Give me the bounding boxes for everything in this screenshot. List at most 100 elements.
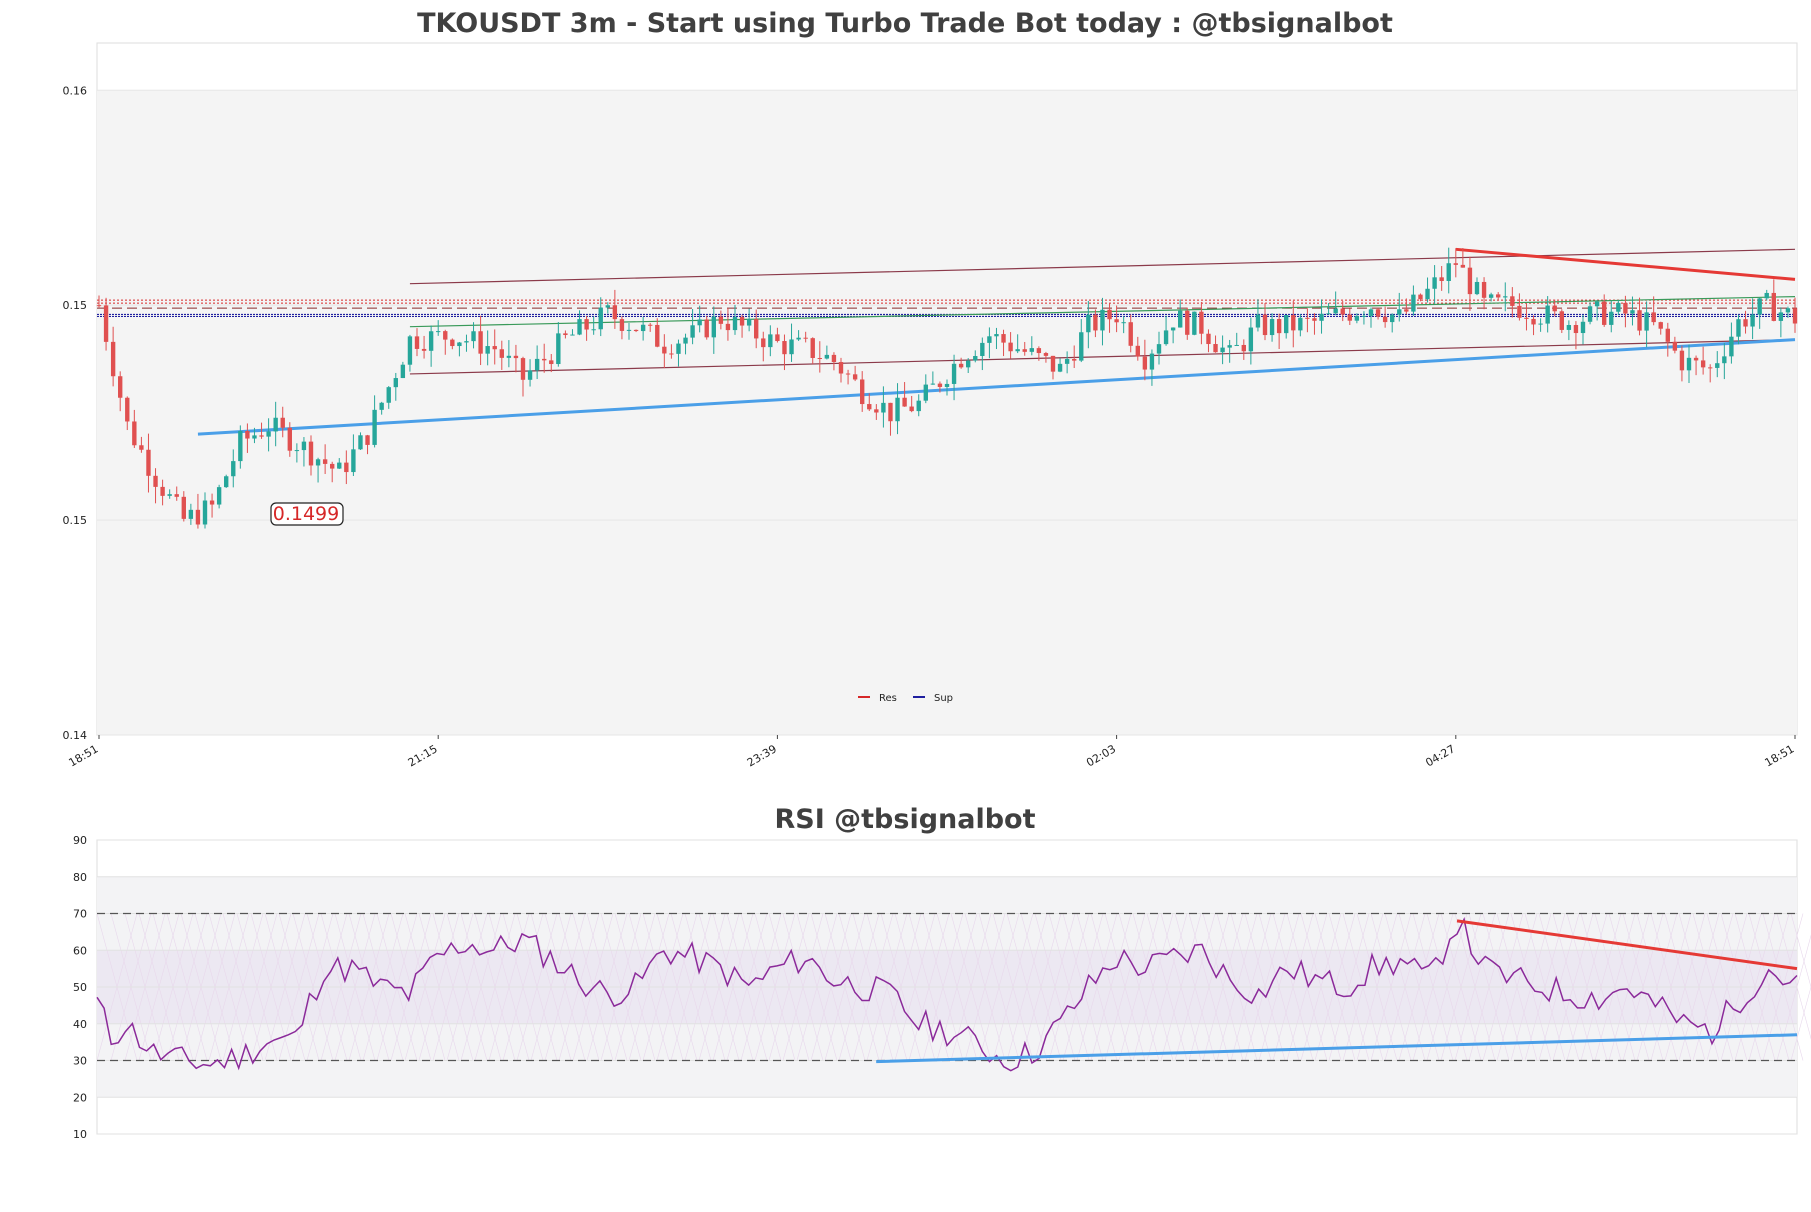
candle-body xyxy=(711,316,716,338)
rsi-chart-title: RSI @tbsignalbot xyxy=(774,804,1035,835)
candle-body xyxy=(1764,292,1769,299)
candle-body xyxy=(181,496,186,519)
rsi-y-tick-label: 10 xyxy=(73,1128,87,1141)
candle-body xyxy=(1524,317,1529,319)
candle-body xyxy=(337,462,342,469)
candle-body xyxy=(118,376,123,398)
candle-body xyxy=(1036,348,1042,354)
candle-body xyxy=(1340,308,1345,315)
candle-body xyxy=(1503,296,1508,298)
candle-body xyxy=(167,494,172,496)
candle-body xyxy=(556,333,561,365)
candle-body xyxy=(1241,344,1246,352)
candle-body xyxy=(125,397,130,422)
candle-body xyxy=(506,355,512,358)
candle-body xyxy=(1114,319,1119,323)
candle-body xyxy=(542,358,547,361)
candle-body xyxy=(365,435,370,445)
candle-body xyxy=(1439,277,1444,281)
candle-body xyxy=(1425,288,1430,300)
candle-body xyxy=(1566,325,1572,330)
candle-body xyxy=(1206,333,1211,345)
candle-body xyxy=(1432,277,1437,289)
rsi-y-tick-label: 20 xyxy=(73,1091,87,1104)
candle-body xyxy=(676,343,681,354)
candle-body xyxy=(393,378,398,388)
candle-body xyxy=(1573,325,1579,334)
candle-body xyxy=(563,333,568,336)
candle-body xyxy=(1199,311,1204,334)
candle-body xyxy=(238,430,243,462)
candle-body xyxy=(330,463,335,469)
candle-body xyxy=(923,384,928,401)
candle-body xyxy=(1178,310,1183,328)
legend: Res Sup xyxy=(858,693,953,704)
rsi-y-tick-label: 80 xyxy=(73,871,87,884)
candle-body xyxy=(633,329,639,332)
candle-body xyxy=(1382,316,1388,323)
channel-lower-line xyxy=(409,338,1796,375)
rsi-y-tick-label: 50 xyxy=(73,981,87,994)
candle-body xyxy=(478,331,483,354)
candle-body xyxy=(1397,309,1402,315)
candle-body xyxy=(824,354,830,359)
candle-body xyxy=(1474,281,1480,295)
candle-body xyxy=(1708,367,1713,369)
legend-sup-label: Sup xyxy=(934,693,953,704)
candle-body xyxy=(648,324,653,326)
candle-body xyxy=(103,305,109,342)
x-tick-label: 02:03 xyxy=(1084,742,1118,769)
candle-body xyxy=(1488,294,1494,298)
candle-body xyxy=(266,431,271,437)
candle-body xyxy=(1255,314,1261,328)
candle-body xyxy=(1008,342,1013,352)
candle-body xyxy=(1093,314,1098,331)
candle-body xyxy=(1163,330,1169,345)
candle-body xyxy=(1192,311,1197,335)
candle-body xyxy=(612,305,618,320)
candle-body xyxy=(358,435,363,450)
candle-body xyxy=(902,397,907,407)
candle-body xyxy=(1220,347,1225,353)
candle-body xyxy=(400,364,406,379)
candle-body xyxy=(513,355,519,359)
candle-body xyxy=(1354,316,1360,321)
candle-body xyxy=(1001,334,1006,343)
candle-body xyxy=(895,397,900,422)
candle-body xyxy=(1771,292,1776,321)
rsi-y-tick-label: 70 xyxy=(73,908,87,921)
candle-body xyxy=(1057,363,1063,372)
candle-body xyxy=(1291,315,1296,331)
y-tick-label: 0.15 xyxy=(63,514,88,527)
candle-body xyxy=(520,358,526,380)
candle-body xyxy=(1743,319,1748,327)
candle-body xyxy=(273,417,278,432)
candle-body xyxy=(1029,348,1034,352)
candle-body xyxy=(1142,356,1148,370)
candle-body xyxy=(881,402,886,413)
candle-body xyxy=(1785,308,1791,313)
candle-body xyxy=(1559,311,1564,330)
rsi-line xyxy=(96,916,1798,1072)
candle-body xyxy=(874,409,879,413)
candle-body xyxy=(294,450,300,452)
rsi-hatch xyxy=(1790,913,1811,989)
candle-body xyxy=(443,331,448,340)
candle-body xyxy=(817,358,822,360)
candle-body xyxy=(457,342,462,347)
candle-body xyxy=(1404,309,1409,312)
candle-body xyxy=(994,334,999,337)
candle-body xyxy=(1623,302,1628,314)
candle-body xyxy=(344,462,349,473)
candle-body xyxy=(1446,263,1451,281)
candle-body xyxy=(640,324,646,332)
candle-body xyxy=(1609,311,1614,325)
x-tick-label: 04:27 xyxy=(1423,742,1457,769)
candle-body xyxy=(379,402,384,410)
candle-body xyxy=(1121,322,1126,324)
candle-body xyxy=(386,387,391,403)
candle-body xyxy=(803,337,808,339)
rsi-support-trend xyxy=(876,1033,1798,1064)
candle-body xyxy=(287,427,292,451)
candle-body xyxy=(1135,345,1140,357)
